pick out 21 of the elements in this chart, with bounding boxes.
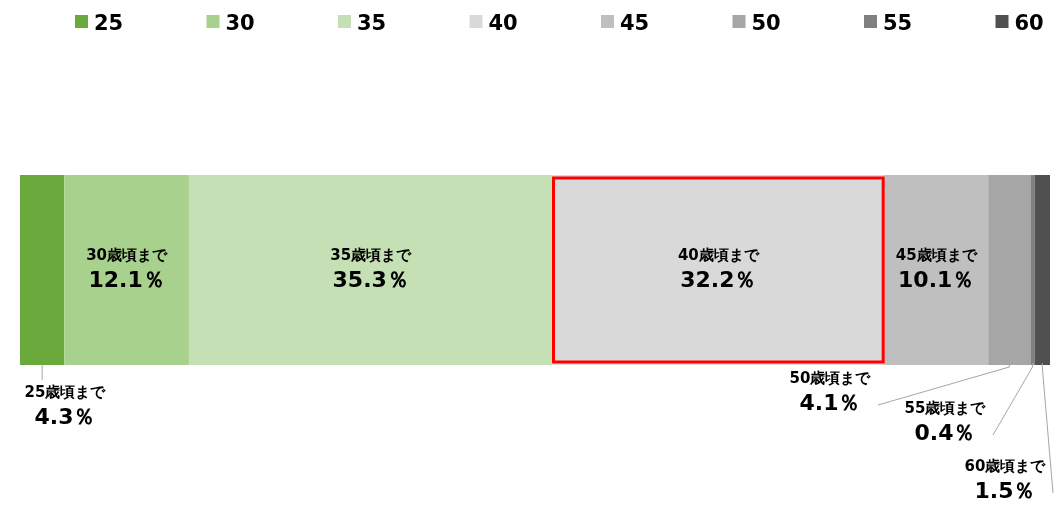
- legend-label: 25: [94, 11, 124, 35]
- bar: [1030, 175, 1035, 365]
- data-label: 25歳頃まで 4.3％: [24, 383, 107, 429]
- bar: [884, 175, 989, 365]
- legend-label: 50: [751, 11, 781, 35]
- legend-label: 40: [488, 11, 518, 35]
- legend-label: 35: [357, 11, 387, 35]
- data-label: 50歳頃まで 4.1％: [789, 369, 872, 415]
- data-label: 35歳頃まで 35.3％: [330, 246, 413, 292]
- legend-label: 45: [620, 11, 650, 35]
- data-label: 60歳頃まで 1.5％: [964, 457, 1047, 503]
- bar: [20, 175, 65, 365]
- data-label: 30歳頃まで 12.1％: [86, 246, 169, 292]
- data-label: 40歳頃まで 32.2％: [677, 246, 760, 292]
- bar: [64, 175, 189, 365]
- bar: [1034, 175, 1050, 365]
- legend-label: 30: [225, 11, 255, 35]
- data-label: 55歳頃まで 0.4％: [904, 399, 987, 445]
- legend-label: 55: [883, 11, 913, 35]
- legend-label: 60: [1014, 11, 1044, 35]
- data-label: 45歳頃まで 10.1％: [895, 246, 978, 292]
